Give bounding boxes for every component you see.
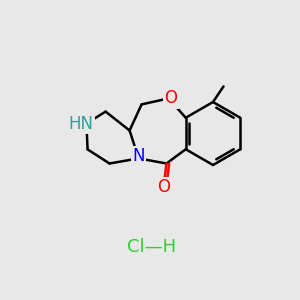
Text: O: O [164, 89, 178, 107]
Text: N: N [132, 147, 145, 165]
Text: Cl—H: Cl—H [127, 238, 176, 256]
Text: O: O [157, 178, 170, 196]
Text: HN: HN [68, 115, 94, 133]
